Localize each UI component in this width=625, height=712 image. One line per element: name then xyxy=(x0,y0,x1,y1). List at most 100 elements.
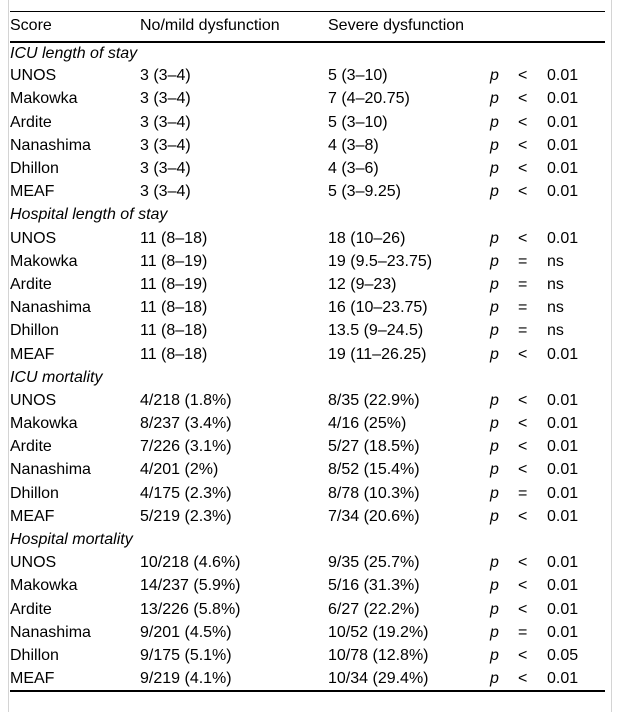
severe-dysfunction-value: 16 (10–23.75) xyxy=(328,299,428,317)
p-value: 0.01 xyxy=(547,507,579,525)
table-row: MEAF 9/219 (4.1%) 10/34 (29.4%) p <0.01 xyxy=(10,668,605,691)
p-operator: < xyxy=(518,67,528,85)
severe-dysfunction-value: 8/52 (15.4%) xyxy=(328,461,420,479)
severe-dysfunction-value: 13.5 (9–24.5) xyxy=(328,322,424,340)
no-mild-dysfunction-value: 8/237 (3.4%) xyxy=(140,415,232,433)
p-value: 0.01 xyxy=(547,345,579,363)
p-operator: = xyxy=(518,484,528,502)
severe-dysfunction-value: 5 (3–9.25) xyxy=(328,183,401,201)
p-symbol: p xyxy=(490,554,499,572)
p-operator: < xyxy=(518,438,528,456)
no-mild-dysfunction-value: 11 (8–18) xyxy=(140,229,208,247)
score-name: Dhillon xyxy=(10,646,59,664)
severe-dysfunction-value: 5 (3–10) xyxy=(328,113,388,131)
section-label: ICU length of stay xyxy=(10,44,138,62)
severe-dysfunction-value: 4/16 (25%) xyxy=(328,415,407,433)
p-value: 0.01 xyxy=(547,484,579,502)
score-name: Makowka xyxy=(10,415,78,433)
severe-dysfunction-value: 9/35 (25.7%) xyxy=(328,554,420,572)
no-mild-dysfunction-value: 3 (3–4) xyxy=(140,113,191,131)
no-mild-dysfunction-value: 3 (3–4) xyxy=(140,90,191,108)
score-name: MEAF xyxy=(10,183,55,201)
score-name: Nanashima xyxy=(10,299,91,317)
no-mild-dysfunction-value: 11 (8–18) xyxy=(140,345,208,363)
severe-dysfunction-value: 10/52 (19.2%) xyxy=(328,623,429,641)
score-name: Ardite xyxy=(10,275,52,293)
p-operator: < xyxy=(518,507,528,525)
p-value: 0.01 xyxy=(547,113,579,131)
score-name: Ardite xyxy=(10,438,52,456)
severe-dysfunction-value: 7/34 (20.6%) xyxy=(328,507,420,525)
p-symbol: p xyxy=(490,646,499,664)
p-symbol: p xyxy=(490,438,499,456)
no-mild-dysfunction-value: 3 (3–4) xyxy=(140,67,191,85)
score-name: MEAF xyxy=(10,507,55,525)
severe-dysfunction-value: 10/78 (12.8%) xyxy=(328,646,429,664)
table-row: Nanashima 3 (3–4) 4 (3–8) p <0.01 xyxy=(10,134,605,157)
p-value: 0.01 xyxy=(547,160,579,178)
p-operator: < xyxy=(518,229,528,247)
p-symbol: p xyxy=(490,275,499,293)
p-symbol: p xyxy=(490,415,499,433)
p-symbol: p xyxy=(490,507,499,525)
col-header-no-mild-dysfunction: No/mild dysfunction xyxy=(140,17,280,35)
p-operator: < xyxy=(518,461,528,479)
p-operator: = xyxy=(518,252,528,270)
p-operator: < xyxy=(518,600,528,618)
score-name: Ardite xyxy=(10,113,52,131)
section-row: ICU mortality xyxy=(10,366,605,389)
table-row: Dhillon 11 (8–18) 13.5 (9–24.5) p = ns xyxy=(10,320,605,343)
score-name: Nanashima xyxy=(10,461,91,479)
p-operator: < xyxy=(518,90,528,108)
table-row: Ardite 13/226 (5.8%) 6/27 (22.2%) p <0.01 xyxy=(10,598,605,621)
p-value: 0.01 xyxy=(547,90,579,108)
table-row: Dhillon 4/175 (2.3%) 8/78 (10.3%) p = 0.01 xyxy=(10,482,605,505)
no-mild-dysfunction-value: 11 (8–19) xyxy=(140,275,208,293)
table-row: MEAF 3 (3–4) 5 (3–9.25) p <0.01 xyxy=(10,181,605,204)
no-mild-dysfunction-value: 10/218 (4.6%) xyxy=(140,554,241,572)
p-symbol: p xyxy=(490,669,499,687)
section-label: Hospital mortality xyxy=(10,531,133,549)
table-row: UNOS 10/218 (4.6%) 9/35 (25.7%) p <0.01 xyxy=(10,552,605,575)
p-operator: = xyxy=(518,275,528,293)
severe-dysfunction-value: 4 (3–8) xyxy=(328,136,379,154)
p-operator: < xyxy=(518,113,528,131)
p-symbol: p xyxy=(490,391,499,409)
p-operator: < xyxy=(518,136,528,154)
no-mild-dysfunction-value: 9/201 (4.5%) xyxy=(140,623,232,641)
p-symbol: p xyxy=(490,90,499,108)
table-row: MEAF 5/219 (2.3%) 7/34 (20.6%) p <0.01 xyxy=(10,505,605,528)
severe-dysfunction-value: 5/16 (31.3%) xyxy=(328,577,420,595)
score-name: Ardite xyxy=(10,600,52,618)
p-value: ns xyxy=(547,252,564,270)
severe-dysfunction-value: 7 (4–20.75) xyxy=(328,90,410,108)
table-row: Nanashima 9/201 (4.5%) 10/52 (19.2%) p = 0.01 xyxy=(10,621,605,644)
score-name: Makowka xyxy=(10,90,78,108)
severe-dysfunction-value: 19 (11–26.25) xyxy=(328,345,427,363)
severe-dysfunction-value: 5/27 (18.5%) xyxy=(328,438,420,456)
no-mild-dysfunction-value: 11 (8–18) xyxy=(140,322,208,340)
no-mild-dysfunction-value: 5/219 (2.3%) xyxy=(140,507,232,525)
score-name: Nanashima xyxy=(10,136,91,154)
severe-dysfunction-value: 6/27 (22.2%) xyxy=(328,600,420,618)
no-mild-dysfunction-value: 3 (3–4) xyxy=(140,183,191,201)
p-value: 0.01 xyxy=(547,136,579,154)
score-name: Dhillon xyxy=(10,160,59,178)
p-symbol: p xyxy=(490,577,499,595)
table-row: Makowka 3 (3–4) 7 (4–20.75) p <0.01 xyxy=(10,88,605,111)
p-value: 0.01 xyxy=(547,229,579,247)
no-mild-dysfunction-value: 11 (8–19) xyxy=(140,252,208,270)
section-row: Hospital length of stay xyxy=(10,204,605,227)
p-operator: < xyxy=(518,577,528,595)
no-mild-dysfunction-value: 11 (8–18) xyxy=(140,299,208,317)
no-mild-dysfunction-value: 4/218 (1.8%) xyxy=(140,391,232,409)
p-operator: < xyxy=(518,646,528,664)
no-mild-dysfunction-value: 4/201 (2%) xyxy=(140,461,219,479)
p-operator: < xyxy=(518,669,528,687)
table-row: UNOS 4/218 (1.8%) 8/35 (22.9%) p <0.01 xyxy=(10,389,605,412)
score-name: UNOS xyxy=(10,391,57,409)
header-row: Score No/mild dysfunction Severe dysfunc… xyxy=(10,12,605,42)
table-row: Ardite 3 (3–4) 5 (3–10) p <0.01 xyxy=(10,111,605,134)
p-value: 0.05 xyxy=(547,646,579,664)
